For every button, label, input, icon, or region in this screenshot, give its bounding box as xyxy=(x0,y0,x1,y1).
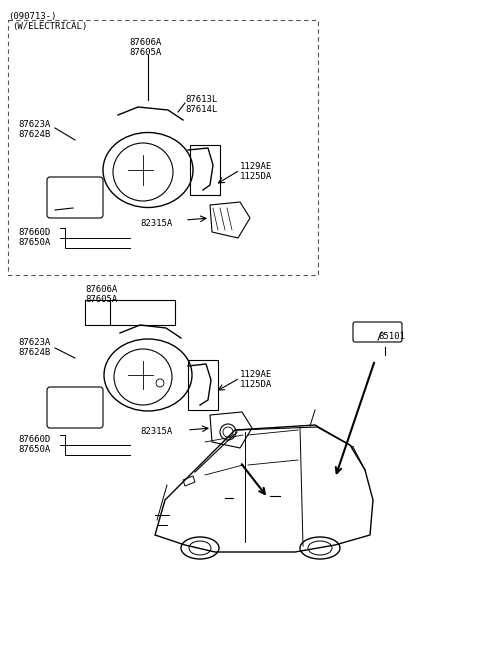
Text: 1129AE
1125DA: 1129AE 1125DA xyxy=(240,370,272,390)
Text: 87606A
87605A: 87606A 87605A xyxy=(129,38,161,57)
Text: (W/ELECTRICAL): (W/ELECTRICAL) xyxy=(12,22,87,31)
Text: 87613L
87614L: 87613L 87614L xyxy=(185,95,217,114)
Text: 82315A: 82315A xyxy=(140,218,172,228)
Text: 87660D
87650A: 87660D 87650A xyxy=(18,435,50,455)
Text: 82315A: 82315A xyxy=(140,428,172,436)
Text: 85101: 85101 xyxy=(378,332,405,341)
Text: 1129AE
1125DA: 1129AE 1125DA xyxy=(240,162,272,182)
Text: 87623A
87624B: 87623A 87624B xyxy=(18,338,50,358)
Text: (090713-): (090713-) xyxy=(8,12,56,21)
Text: 87660D
87650A: 87660D 87650A xyxy=(18,228,50,247)
Text: 87623A
87624B: 87623A 87624B xyxy=(18,120,50,139)
Text: 87606A
87605A: 87606A 87605A xyxy=(85,285,117,304)
